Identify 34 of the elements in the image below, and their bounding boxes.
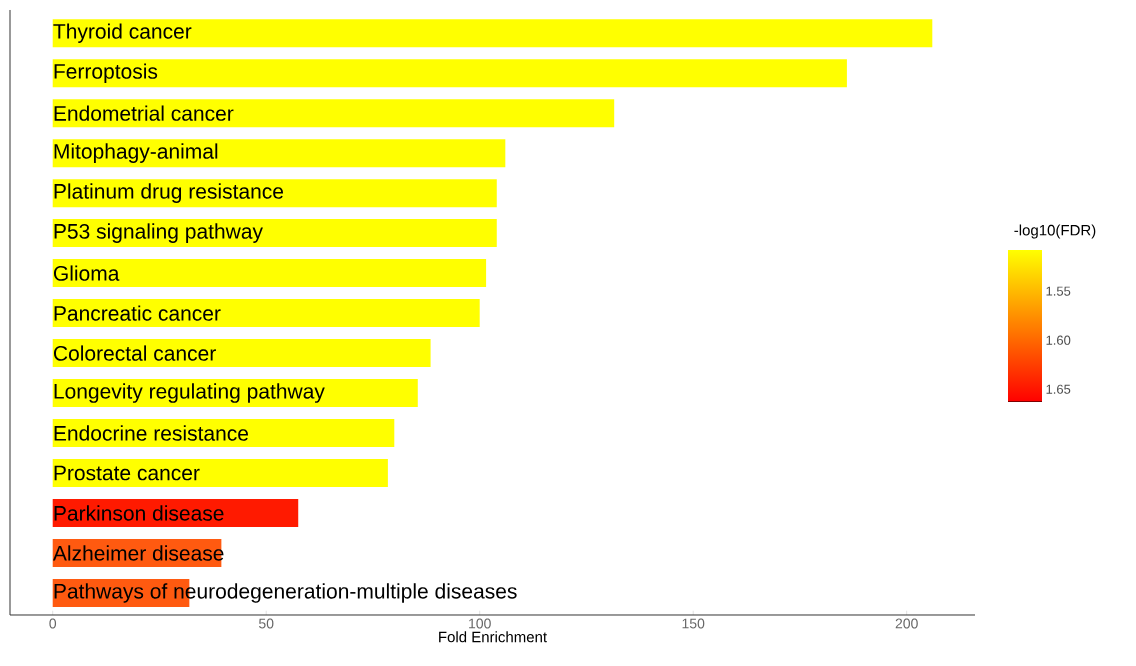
x-tick-label: 150 (682, 618, 705, 629)
y-tick-label: P53 signaling pathway (54, 223, 263, 243)
bar (52, 19, 933, 48)
y-tick-label: Mitophagy-animal (54, 143, 218, 163)
y-tick-label: Parkinson disease (54, 505, 224, 521)
y-tick-label: Endocrine resistance (54, 425, 249, 441)
y-tick-label: Thyroid cancer (53, 23, 192, 43)
y-tick-label: Longevity regulating pathway (54, 383, 325, 403)
x-tick-label: 100 (469, 618, 491, 629)
y-tick-label: Ferroptosis (54, 63, 158, 83)
y-tick-label: Colorectal cancer (53, 345, 216, 361)
y-tick-label: Pancreatic cancer (54, 305, 221, 321)
bar (52, 219, 497, 248)
y-tick-label: Glioma (53, 265, 120, 281)
bar (52, 139, 506, 168)
bar (52, 59, 847, 88)
color-bar-label: 1.60 (1046, 335, 1071, 345)
color-bar-title: -log10(FDR) (1014, 224, 1096, 239)
bar (52, 259, 487, 288)
bar (52, 99, 615, 128)
bar (52, 299, 480, 328)
x-tick-label: 50 (258, 618, 274, 629)
bar (52, 339, 431, 368)
x-tick-label: 0 (49, 618, 57, 629)
bar (52, 419, 395, 448)
y-tick-label: Platinum drug resistance (54, 183, 284, 203)
bar (52, 459, 388, 488)
color-bar-label: 1.55 (1046, 286, 1071, 296)
bar (52, 179, 497, 208)
color-bar-label: 1.65 (1046, 384, 1071, 394)
x-tick-label: 200 (895, 618, 918, 629)
y-tick-label: Endometrial cancer (54, 105, 234, 121)
x-axis-title: Fold Enrichment (439, 631, 547, 643)
y-tick-label: Prostate cancer (54, 465, 200, 481)
